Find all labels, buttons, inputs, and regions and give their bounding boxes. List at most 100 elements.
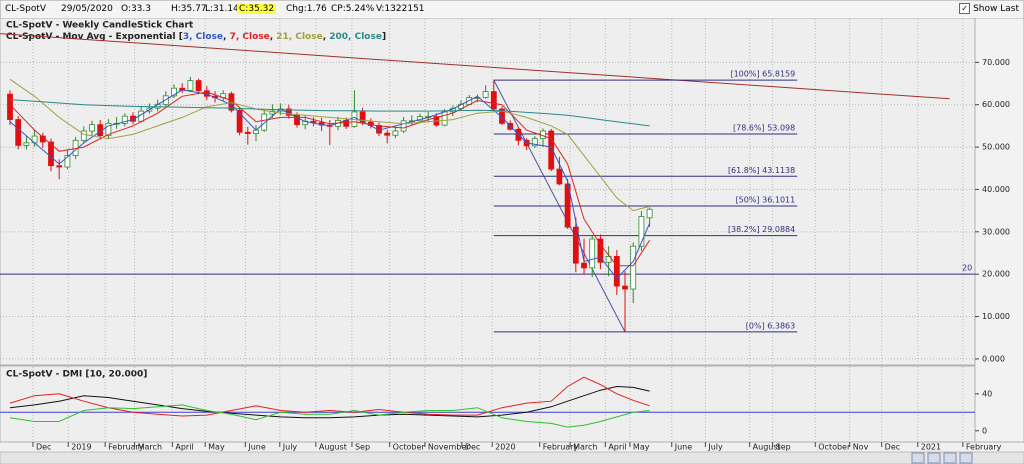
zoom-in[interactable]: [927, 452, 941, 464]
y-tick-label: 20.000: [982, 270, 1010, 279]
candle-body: [228, 93, 235, 111]
fib-label: [78.6%] 53.098: [733, 123, 795, 132]
x-tick-label: March: [573, 443, 597, 452]
y-tick-label: 30.000: [982, 227, 1010, 236]
x-tick-label: October: [818, 443, 851, 452]
change: Chg:1.76: [286, 4, 327, 14]
candle-body: [130, 115, 136, 122]
price-panel: [0, 18, 976, 366]
candle-body: [548, 130, 555, 170]
legend-entry: 21, Close: [276, 32, 322, 42]
candle-body: [294, 114, 300, 126]
y-tick-label: 40.000: [982, 185, 1010, 194]
legend-prefix: CL-SpotV - Mov Avg - Exponential [: [6, 32, 183, 42]
x-tick-label: June: [247, 443, 266, 452]
candle-body: [499, 108, 505, 124]
x-tick-label: February: [108, 443, 144, 452]
x-tick-label: June: [674, 443, 693, 452]
zoom-out[interactable]: [943, 452, 957, 464]
symbol: CL-SpotV: [5, 4, 47, 14]
x-tick-label: 2019: [71, 443, 91, 452]
candle-body: [597, 238, 604, 263]
candle-body: [564, 183, 571, 228]
fib-label: [100%] 65.8159: [730, 70, 795, 79]
x-tick-label: July: [707, 443, 723, 452]
candle-body: [482, 91, 489, 98]
candle-body: [589, 238, 596, 269]
candle-body: [622, 285, 628, 290]
dmi-line: [9, 385, 650, 419]
ma-line: [9, 99, 650, 127]
x-tick-label: April: [175, 443, 193, 452]
x-tick-label: May: [208, 443, 225, 452]
checkbox[interactable]: ✓: [959, 3, 971, 14]
fib-label: [38.2%] 29.0884: [728, 225, 795, 234]
low: L:31.14: [205, 4, 239, 14]
candle-body: [613, 255, 620, 287]
toolbar: CL-SpotV 29/05/2020 O:33.3 H:35.77 L:31.…: [0, 0, 1024, 19]
candle-body: [630, 245, 637, 290]
legend-separator: ,: [323, 32, 330, 42]
value-axis: [974, 18, 1024, 443]
x-tick-label: Nov: [853, 443, 869, 452]
x-tick-label: October: [393, 443, 426, 452]
legend-separator: ,: [223, 32, 230, 42]
candle-body: [638, 216, 645, 247]
x-tick-label: November: [428, 443, 470, 452]
fib-label: [61.8%] 43.1138: [728, 166, 795, 175]
candle-body: [261, 113, 268, 131]
scroll-right[interactable]: [959, 452, 973, 464]
candle-body: [605, 255, 612, 263]
candle-body: [121, 115, 128, 124]
level-label: 20: [962, 264, 972, 273]
candle-body: [441, 111, 448, 126]
y-tick-label: 10.000: [982, 312, 1010, 321]
candle-body: [56, 165, 63, 168]
candle-body: [23, 142, 30, 146]
y-tick-label: 0: [982, 426, 987, 435]
candle-body: [556, 168, 563, 185]
candle-body: [646, 208, 653, 219]
legend-entry: 3, Close: [183, 32, 223, 42]
candle-body: [80, 130, 87, 141]
scroll-left[interactable]: [911, 452, 925, 464]
candle-body: [89, 124, 95, 132]
candle-body: [236, 109, 243, 133]
candle-body: [490, 91, 497, 110]
dmi-line: [9, 404, 650, 428]
ma-legend: CL-SpotV - Mov Avg - Exponential [3, Clo…: [6, 32, 386, 42]
chart: CL-SpotV - Weekly CandleStick Chart CL-S…: [0, 18, 1024, 464]
candle-body: [64, 155, 71, 168]
x-tick-label: February: [966, 443, 1002, 452]
date: 29/05/2020: [61, 4, 113, 14]
x-tick-label: May: [633, 443, 650, 452]
legend-entry: 200, Close: [329, 32, 382, 42]
x-tick-label: July: [282, 443, 298, 452]
high: H:35.77: [171, 4, 207, 14]
trendline: [0, 33, 950, 100]
y-tick-label: 60.000: [982, 100, 1010, 109]
dmi-panel: [0, 365, 976, 443]
x-tick-label: February: [543, 443, 579, 452]
close: C:35.32: [237, 4, 277, 14]
legend-entry: 7, Close: [230, 32, 270, 42]
x-tick-label: 2020: [495, 443, 515, 452]
candle-body: [15, 119, 22, 146]
x-tick-label: Dec: [36, 443, 51, 452]
show-last-checkbox[interactable]: ✓ Show Last: [959, 3, 1019, 14]
y-tick-label: 40: [982, 389, 992, 398]
x-tick-label: August: [753, 443, 781, 452]
show-last-label: Show Last: [973, 3, 1019, 14]
chart-title: CL-SpotV - Weekly CandleStick Chart: [6, 21, 194, 31]
y-tick-label: 50.000: [982, 143, 1010, 152]
fib-label: [0%] 6.3863: [746, 321, 795, 330]
dmi-title: CL-SpotV - DMI [10, 20.000]: [6, 370, 147, 380]
scrollbar[interactable]: [0, 451, 1024, 464]
ma-line: [9, 78, 650, 212]
fib-label: [50%] 36.1011: [736, 195, 796, 204]
candle-body: [531, 138, 538, 147]
candle-body: [48, 141, 54, 167]
x-tick-label: March: [138, 443, 162, 452]
ma-line: [9, 91, 651, 267]
